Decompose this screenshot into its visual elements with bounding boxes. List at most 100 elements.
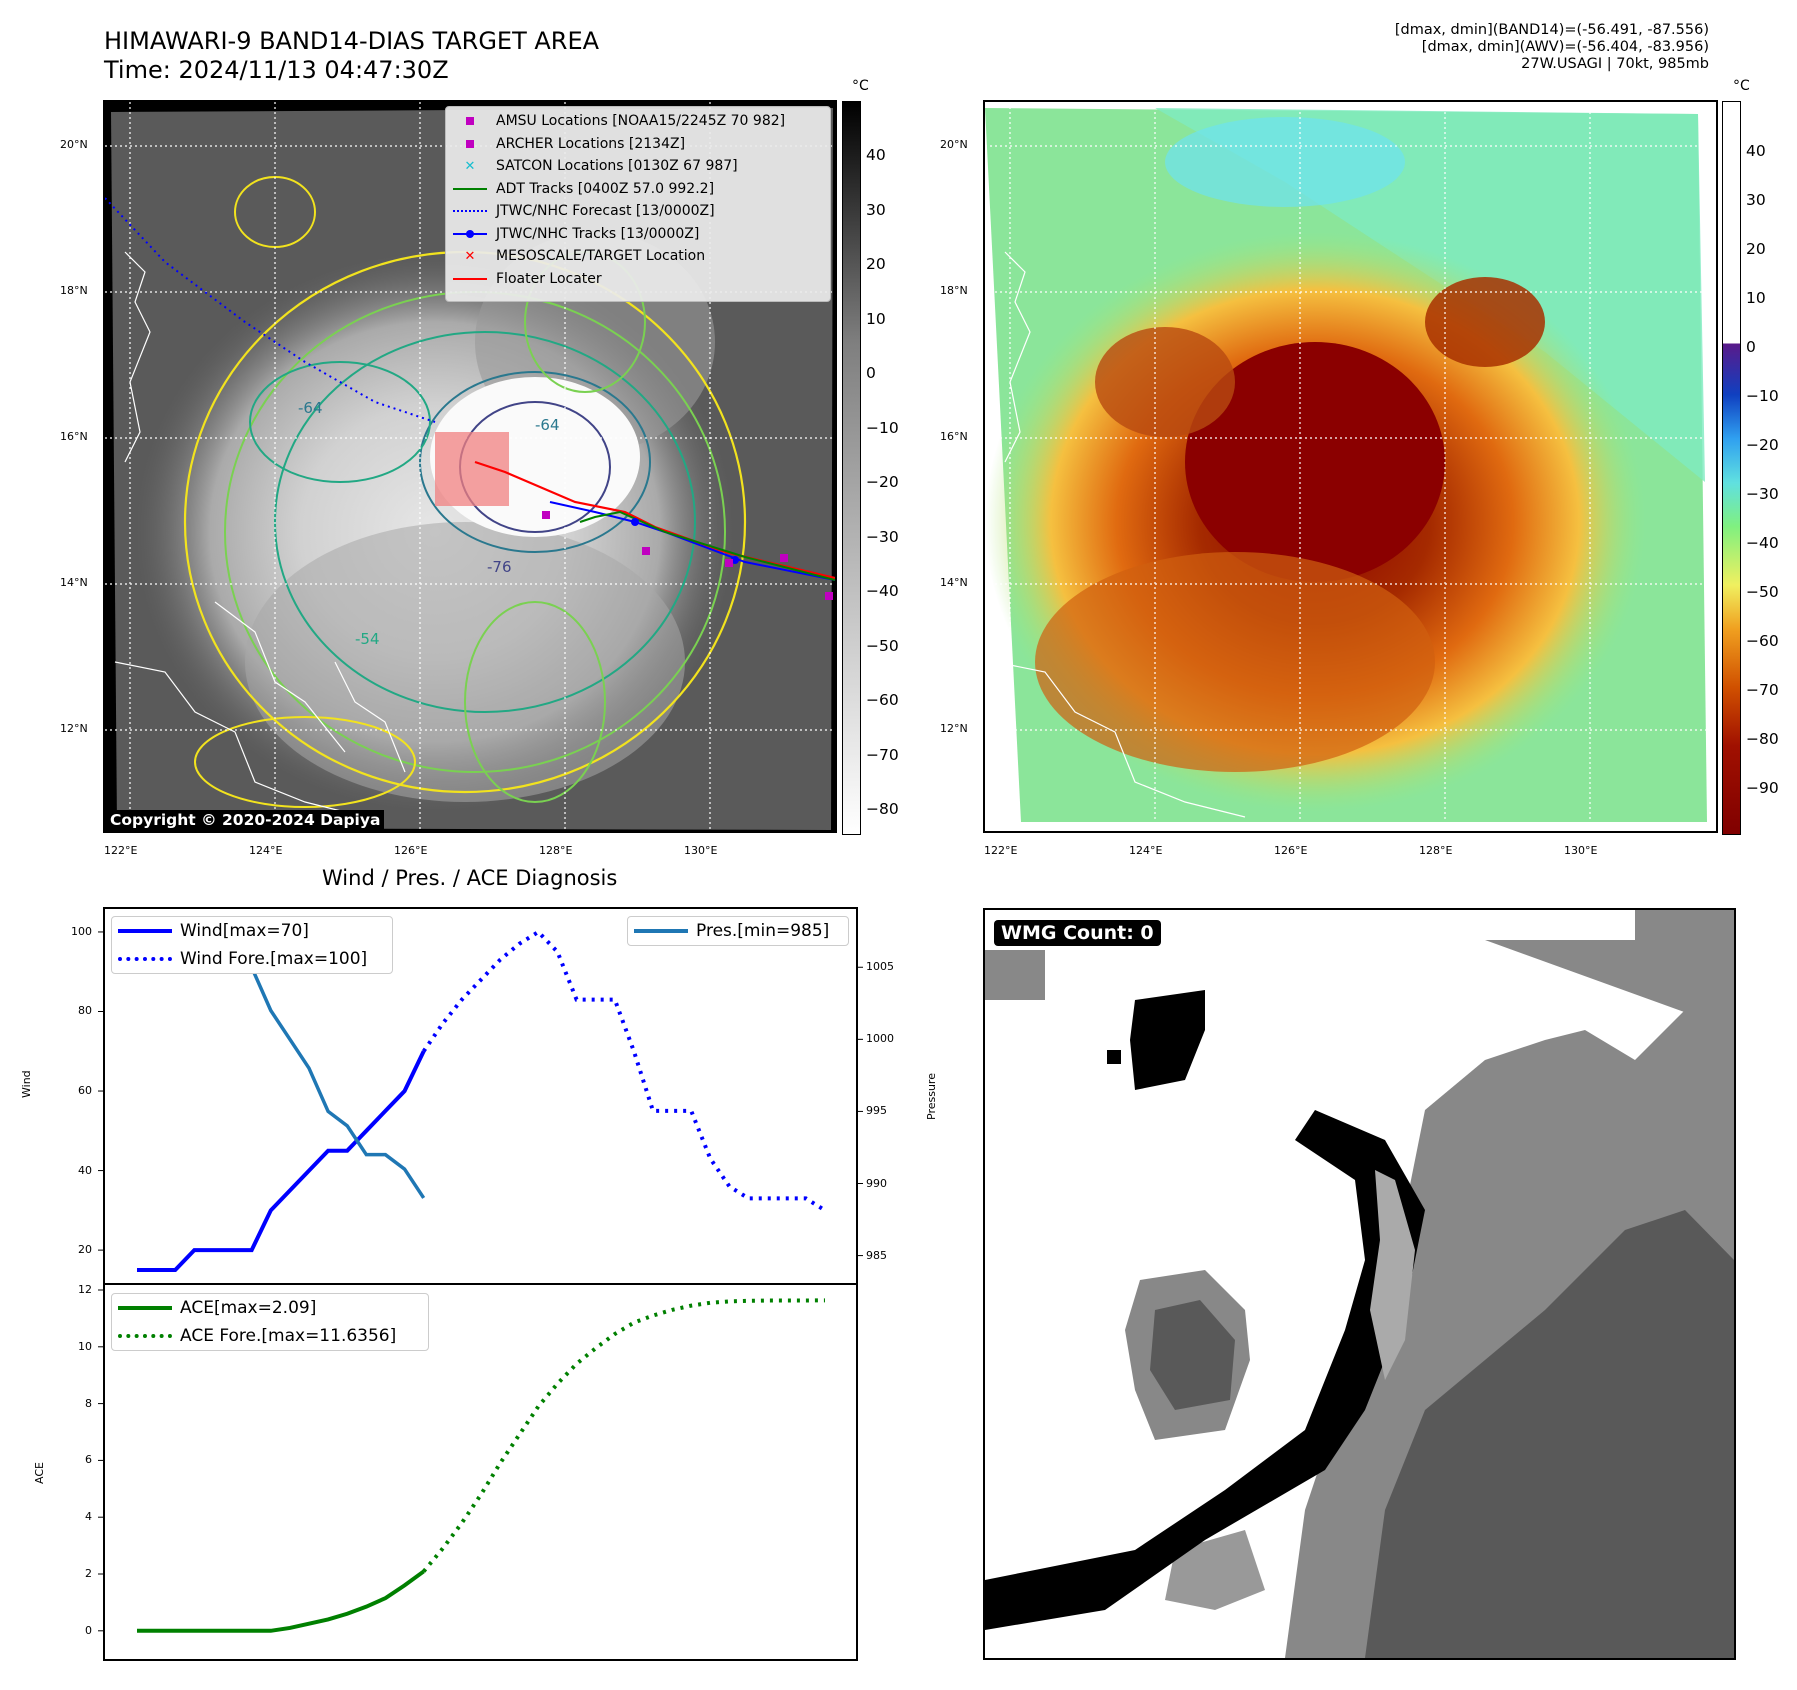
amsu-markers — [542, 511, 833, 600]
latitude-tick-label: 16°N — [940, 430, 968, 443]
colorbar-tick-label: 20 — [866, 255, 886, 273]
info-line-3: 27W.USAGI | 70kt, 985mb — [1521, 56, 1709, 72]
legend-symbol-icon — [452, 137, 488, 151]
map-legend-label: AMSU Locations [NOAA15/2245Z 70 982] — [496, 113, 786, 130]
latitude-tick-label: 14°N — [940, 576, 968, 589]
title-line-2: Time: 2024/11/13 04:47:30Z — [104, 56, 449, 84]
axis-tick-label: 40 — [78, 1163, 92, 1177]
colorbar-tick-label: −60 — [866, 691, 899, 709]
colorbar-tick-label: −30 — [866, 527, 899, 546]
colorbar-tick-label: 0 — [866, 364, 876, 382]
map-legend-label: ADT Tracks [0400Z 57.0 992.2] — [496, 180, 715, 197]
longitude-tick-label: 122°E — [104, 844, 138, 857]
colorbar-tick-label: −80 — [866, 800, 899, 818]
legend-ace-forecast: ACE Fore.[max=11.6356] — [112, 1322, 428, 1350]
latitude-tick-label: 14°N — [60, 576, 88, 589]
legend-symbol-icon — [452, 204, 488, 218]
color-ir-map — [983, 100, 1718, 833]
ace-forecast-series-line — [422, 1298, 826, 1573]
colorbar-tick-label: −70 — [1746, 681, 1779, 699]
gray-colorbar — [842, 101, 861, 835]
colorbar-tick-label: 40 — [866, 146, 886, 164]
axis-tick-label: 12 — [78, 1283, 92, 1296]
ace-series-line — [137, 1569, 425, 1633]
ace-axis-label: ACE — [33, 1462, 46, 1484]
axis-tick-label: 20 — [78, 1243, 92, 1257]
legend-symbol-icon: ✕ — [464, 248, 476, 264]
map-legend-label: Floater Locater — [496, 270, 602, 287]
latitude-tick-label: 12°N — [940, 722, 968, 735]
intensity-info: [dmax, dmin](BAND14)=(-56.491, -87.556) … — [1395, 22, 1709, 73]
contour-label-3: -76 — [487, 558, 512, 576]
axis-tick-label: 2 — [85, 1567, 92, 1580]
colorbar-tick-label: −60 — [1746, 632, 1779, 650]
info-line-2: [dmax, dmin](AWV)=(-56.404, -83.956) — [1421, 39, 1709, 55]
axis-tick-label: 995 — [866, 1104, 887, 1118]
longitude-tick-label: 130°E — [1564, 844, 1598, 857]
axis-tick-label: 1005 — [866, 960, 894, 974]
axis-tick-label: 60 — [78, 1084, 92, 1098]
color-colorbar — [1722, 101, 1741, 835]
wind-axis-label: Wind — [20, 1070, 33, 1098]
longitude-tick-label: 128°E — [1419, 844, 1453, 857]
legend-symbol-icon: ✕ — [464, 158, 476, 174]
legend-symbol-icon — [452, 182, 488, 196]
axis-tick-label: 8 — [85, 1396, 92, 1410]
legend-symbol-icon — [452, 272, 488, 286]
colorbar-tick-label: 10 — [866, 309, 886, 328]
latitude-tick-label: 18°N — [940, 284, 968, 297]
map-legend-item: JTWC/NHC Forecast [13/0000Z] — [446, 200, 830, 223]
title-line-1: HIMAWARI-9 BAND14-DIAS TARGET AREA — [104, 27, 600, 55]
axis-tick-label: 985 — [866, 1248, 887, 1262]
floater-locater-track — [474, 460, 835, 580]
map-legend-label: JTWC/NHC Tracks [13/0000Z] — [496, 225, 700, 242]
longitude-tick-label: 124°E — [1129, 844, 1163, 857]
grayscale-ir-map: -64 -64 -76 -54 Copyright © 2020-2024 Da… — [103, 100, 837, 833]
info-line-1: [dmax, dmin](BAND14)=(-56.491, -87.556) — [1394, 22, 1709, 38]
ace-legend: ACE[max=2.09] ACE Fore.[max=11.6356] — [111, 1293, 429, 1351]
axis-tick-label: 100 — [71, 924, 92, 938]
longitude-tick-label: 126°E — [1274, 844, 1308, 857]
colorbar-tick-label: −90 — [1746, 779, 1779, 797]
colorbar-tick-label: 40 — [1746, 142, 1766, 160]
map-legend-item: ✕ SATCON Locations [0130Z 67 987] — [446, 155, 830, 178]
axis-tick-label: 0 — [85, 1623, 92, 1637]
contour-label-2: -64 — [535, 416, 560, 434]
map-legend-label: ARCHER Locations [2134Z] — [496, 135, 686, 152]
colorbar-tick-label: −20 — [1746, 436, 1779, 454]
colorbar-tick-label: −80 — [1746, 730, 1779, 748]
axis-tick-label: 1000 — [866, 1032, 894, 1046]
map-legend-item: JTWC/NHC Tracks [13/0000Z] — [446, 223, 830, 246]
jtwc-track — [549, 501, 835, 581]
longitude-tick-label: 128°E — [539, 844, 573, 857]
colorbar-tick-label: 20 — [1746, 240, 1766, 258]
map-legend-item: ADT Tracks [0400Z 57.0 992.2] — [446, 178, 830, 201]
color-colorbar-unit: °C — [1733, 78, 1750, 94]
wmg-panel — [983, 908, 1736, 1660]
colorbar-tick-label: −50 — [866, 636, 899, 655]
pressure-legend: Pres.[min=985] — [627, 916, 849, 946]
latitude-tick-label: 16°N — [60, 430, 88, 443]
axis-tick-label: 6 — [85, 1453, 92, 1467]
map-legend: AMSU Locations [NOAA15/2245Z 70 982] ARCH… — [445, 106, 831, 302]
legend-symbol-icon — [452, 227, 488, 241]
axis-tick-label: 990 — [866, 1176, 887, 1190]
wmg-image — [985, 910, 1734, 1658]
latitude-tick-label: 18°N — [60, 284, 88, 297]
map-legend-item: ARCHER Locations [2134Z] — [446, 133, 830, 156]
axis-tick-label: 10 — [78, 1339, 92, 1353]
map-legend-label: JTWC/NHC Forecast [13/0000Z] — [496, 203, 715, 220]
colorbar-tick-label: −10 — [866, 418, 899, 437]
map-legend-label: MESOSCALE/TARGET Location — [496, 248, 706, 265]
axis-tick-label: 80 — [78, 1004, 92, 1018]
map-legend-item: ✕ MESOSCALE/TARGET Location — [446, 245, 830, 268]
colorbar-tick-label: −20 — [866, 473, 899, 491]
wind-series-line — [137, 1050, 426, 1272]
colorbar-tick-label: −10 — [1746, 387, 1779, 405]
ace-axes — [103, 1283, 858, 1661]
contour-label-4: -54 — [355, 630, 380, 648]
wind-legend: Wind[max=70] Wind Fore.[max=100] — [111, 916, 393, 974]
copyright-badge: Copyright © 2020-2024 Dapiya — [106, 810, 385, 830]
axis-tick-label: 4 — [85, 1510, 92, 1524]
wmg-count-badge: WMG Count: 0 — [994, 920, 1161, 946]
